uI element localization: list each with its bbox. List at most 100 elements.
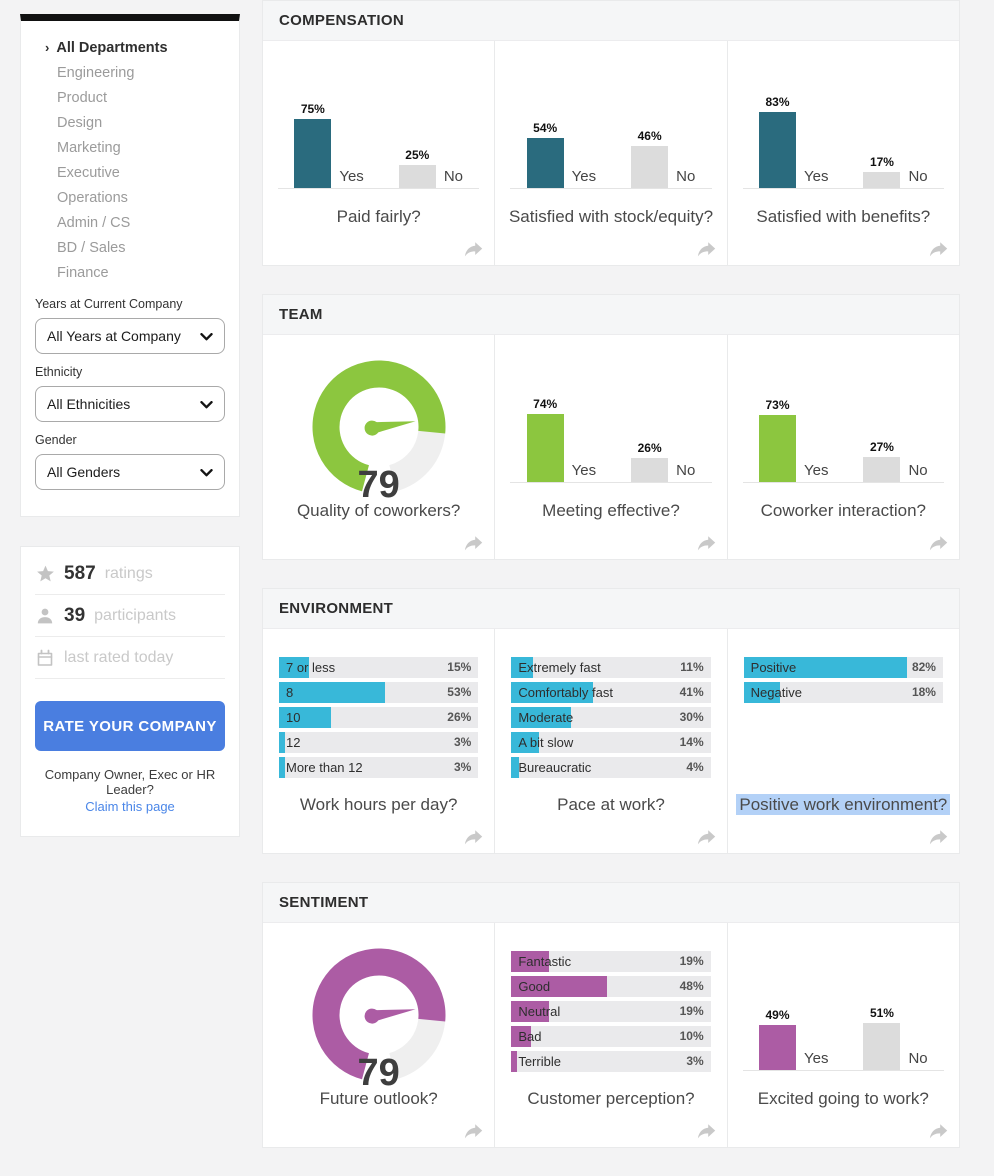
- sidebar-item-marketing[interactable]: Marketing: [35, 136, 225, 161]
- bar-fill: [511, 657, 534, 678]
- sidebar-item-finance[interactable]: Finance: [35, 261, 225, 286]
- share-icon[interactable]: [695, 240, 716, 257]
- bar-value: 15%: [447, 660, 472, 674]
- chevron-down-icon: [200, 401, 213, 409]
- no-label: No: [908, 1050, 928, 1067]
- bar-label: More than 12: [286, 760, 363, 775]
- bar-row-comfortably-fast: Comfortably fast 41%: [511, 682, 711, 703]
- sidebar-item-label: BD / Sales: [57, 240, 126, 256]
- filters-panel: › All Departments Engineering Product Design…: [20, 14, 240, 517]
- bar-value: 3%: [453, 760, 472, 774]
- sidebar-item-design[interactable]: Design: [35, 111, 225, 136]
- survey-card-paid-fairly: 75% Yes 25% No Paid fairly?: [263, 41, 494, 265]
- section-header: COMPENSATION: [263, 1, 959, 41]
- departments-list: › All Departments Engineering Product Design…: [35, 35, 225, 286]
- share-icon[interactable]: [927, 240, 948, 257]
- yes-bar: [526, 414, 564, 482]
- bar-value: 53%: [447, 685, 472, 699]
- section-cards: 7 or less 15% 8 53% 10 26% 12 3% More than 12 3% W…: [263, 629, 959, 853]
- sidebar-item-label: Finance: [57, 265, 109, 281]
- bar-label: A bit slow: [518, 735, 574, 750]
- gauge-arc: [312, 360, 446, 494]
- card-question: Excited going to work?: [757, 1089, 929, 1108]
- sidebar-item-admin-cs[interactable]: Admin / CS: [35, 211, 225, 236]
- bar-label: Neutral: [518, 1004, 561, 1019]
- bar-value: 11%: [680, 660, 704, 674]
- sidebar-item-operations[interactable]: Operations: [35, 186, 225, 211]
- sidebar-item-all-departments[interactable]: › All Departments: [35, 35, 225, 61]
- yes-label: Yes: [571, 168, 597, 185]
- stat-value: 587: [64, 562, 96, 584]
- card-question: Pace at work?: [557, 795, 665, 814]
- card-question: Quality of coworkers?: [296, 501, 461, 520]
- filter-selects: Years at Current Company All Years at Com…: [35, 297, 225, 490]
- yes-no-chart: 73% Yes 27% No: [742, 335, 944, 483]
- score-gauge: 79: [309, 357, 449, 506]
- bar-row-a-bit-slow: A bit slow 14%: [511, 732, 711, 753]
- survey-sections: COMPENSATION 75% Yes 25% No Paid fairly? 54% Ye…: [262, 0, 960, 1176]
- bar-fill: [511, 682, 594, 703]
- share-icon[interactable]: [462, 240, 483, 257]
- yes-no-chart: 74% Yes 26% No: [510, 335, 712, 483]
- yes-no-chart: 83% Yes 17% No: [742, 41, 944, 189]
- bar-value: 48%: [679, 979, 704, 993]
- sidebar-item-label: Admin / CS: [57, 215, 131, 231]
- horizontal-bar-chart: Extremely fast 11% Comfortably fast 41% Mode…: [511, 657, 711, 782]
- calendar-icon: [37, 649, 53, 666]
- rate-your-company-button[interactable]: RATE YOUR COMPANY: [35, 701, 225, 751]
- claim-page-link[interactable]: Claim this page: [85, 799, 175, 814]
- no-bar-group: 46%: [631, 129, 669, 188]
- sidebar-item-executive[interactable]: Executive: [35, 161, 225, 186]
- yes-bar: [294, 119, 332, 188]
- yes-no-chart: 49% Yes 51% No: [742, 923, 944, 1071]
- section-cards: 79 Future outlook? Fantastic 19% Good 48% Neut…: [263, 923, 959, 1147]
- years-at-company-select[interactable]: All Years at Company: [35, 318, 225, 354]
- bar-row-bureaucratic: Bureaucratic 4%: [511, 757, 711, 778]
- survey-card-satisfied-with-stock-equity: 54% Yes 46% No Satisfied with stock/equity?: [494, 41, 726, 265]
- no-percent-label: 25%: [405, 148, 430, 162]
- share-icon[interactable]: [462, 1122, 483, 1139]
- yes-percent-label: 73%: [765, 398, 790, 412]
- bar-row-12: 12 3%: [279, 732, 479, 753]
- yes-percent-label: 49%: [765, 1008, 790, 1022]
- stat-label: last rated today: [64, 648, 174, 666]
- share-icon[interactable]: [695, 534, 716, 551]
- bar-value: 30%: [679, 710, 704, 724]
- card-question: Meeting effective?: [542, 501, 680, 520]
- section-title: SENTIMENT: [279, 894, 369, 911]
- share-icon[interactable]: [462, 828, 483, 845]
- share-icon[interactable]: [695, 828, 716, 845]
- gender-select[interactable]: All Genders: [35, 454, 225, 490]
- share-icon[interactable]: [695, 1122, 716, 1139]
- share-icon[interactable]: [462, 534, 483, 551]
- share-icon[interactable]: [927, 1122, 948, 1139]
- yes-bar-group: 54%: [526, 121, 564, 188]
- share-icon[interactable]: [927, 534, 948, 551]
- card-question: Positive work environment?: [728, 794, 959, 815]
- bar-row-8: 8 53%: [279, 682, 479, 703]
- bar-fill: [511, 1001, 550, 1022]
- sidebar-item-label: Marketing: [57, 140, 121, 156]
- share-icon[interactable]: [927, 828, 948, 845]
- bar-row-positive: Positive 82%: [743, 657, 943, 678]
- gender-select-value: All Genders: [47, 464, 121, 480]
- bar-fill: [743, 657, 908, 678]
- bar-fill: [511, 1051, 518, 1072]
- yes-bar: [758, 415, 796, 482]
- bar-value: 19%: [679, 1004, 704, 1018]
- years-at-company-select-value: All Years at Company: [47, 328, 181, 344]
- sidebar-item-product[interactable]: Product: [35, 86, 225, 111]
- sidebar-item-bd-sales[interactable]: BD / Sales: [35, 236, 225, 261]
- sidebar-item-label: Operations: [57, 190, 128, 206]
- bar-label: 8: [286, 685, 294, 700]
- ethnicity-filter-group: Ethnicity All Ethnicities: [35, 365, 225, 422]
- stats-rows: 587 ratings 39 participants last rated today: [35, 553, 225, 679]
- yes-label: Yes: [339, 168, 364, 185]
- ethnicity-select[interactable]: All Ethnicities: [35, 386, 225, 422]
- score-gauge: 79: [309, 945, 449, 1094]
- bar-fill: [511, 707, 572, 728]
- yes-label: Yes: [803, 168, 829, 185]
- bar-fill: [743, 682, 780, 703]
- bar-value: 3%: [453, 735, 472, 749]
- sidebar-item-engineering[interactable]: Engineering: [35, 61, 225, 86]
